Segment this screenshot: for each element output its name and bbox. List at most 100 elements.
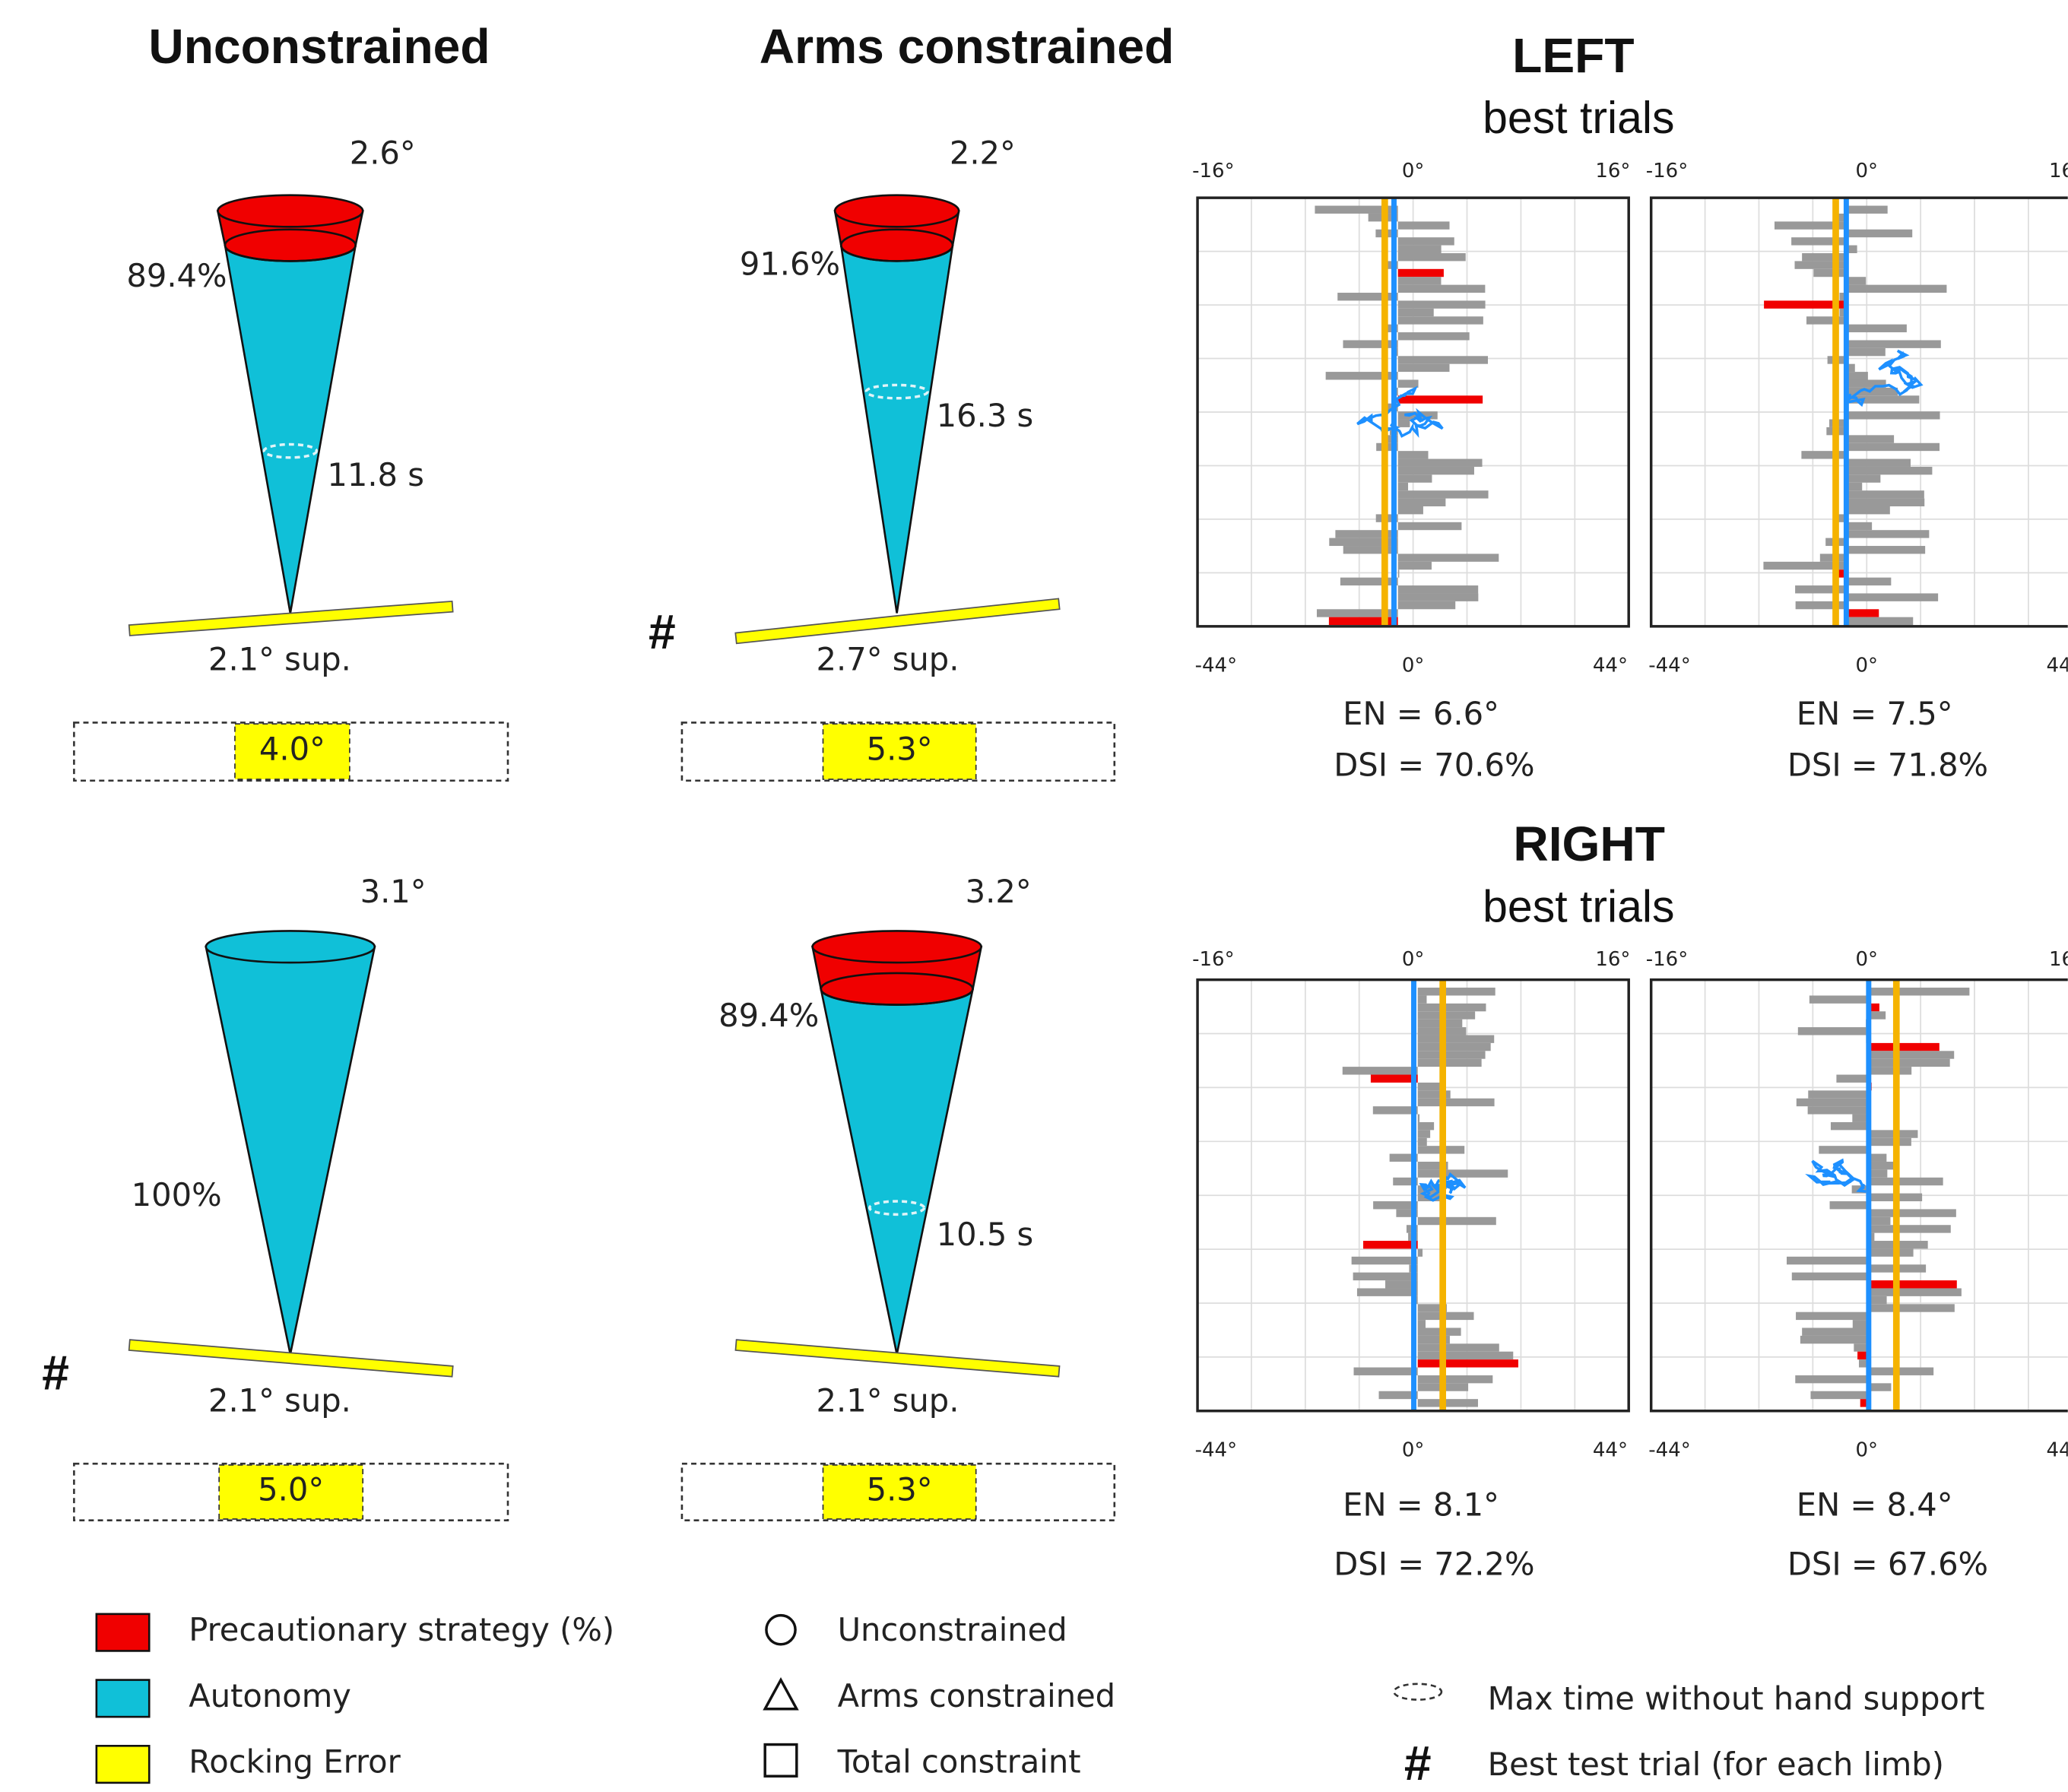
sway-bar bbox=[1846, 230, 1912, 237]
sway-bar bbox=[1398, 467, 1474, 474]
sway-bar bbox=[1398, 522, 1462, 530]
sway-bar bbox=[1792, 1273, 1869, 1280]
autonomy-percent: 100% bbox=[132, 1176, 222, 1213]
sway-bar bbox=[1398, 593, 1479, 601]
sway-bar bbox=[1418, 1051, 1486, 1058]
sway-bar bbox=[1418, 1011, 1475, 1019]
cone-top bbox=[217, 195, 363, 227]
sway-bar bbox=[1810, 1391, 1868, 1399]
sway-bar bbox=[1869, 1051, 1954, 1058]
bottom-tick: -44° bbox=[1195, 654, 1237, 677]
sway-bar bbox=[1846, 490, 1924, 498]
sway-bar bbox=[1846, 372, 1868, 379]
sway-bar bbox=[1398, 562, 1432, 569]
legend-label: Precautionary strategy (%) bbox=[189, 1611, 614, 1648]
sway-bar bbox=[1373, 1201, 1418, 1209]
sway-bar bbox=[1418, 1122, 1434, 1130]
dsi-value: DSI = 71.8% bbox=[1787, 746, 1988, 783]
sway-bar bbox=[1806, 316, 1846, 324]
column-header: Unconstrained bbox=[148, 19, 490, 74]
precaution-bar bbox=[1398, 395, 1483, 403]
sway-bar bbox=[1795, 1375, 1869, 1383]
sway-bar bbox=[1846, 277, 1866, 284]
autonomy-percent: 89.4% bbox=[718, 997, 819, 1034]
top-tick: 16° bbox=[1595, 948, 1630, 971]
bottom-tick: 0° bbox=[1402, 1438, 1425, 1461]
sway-bar bbox=[1418, 1130, 1430, 1137]
sway-bar bbox=[1398, 451, 1429, 458]
sway-bar bbox=[1869, 1178, 1943, 1185]
sway-bar bbox=[1802, 253, 1846, 261]
sway-bar bbox=[1808, 1106, 1869, 1114]
sway-bar bbox=[1808, 1090, 1869, 1098]
sway-bar bbox=[1418, 1059, 1482, 1067]
sway-bar bbox=[1869, 1059, 1950, 1067]
sway-bar bbox=[1869, 1248, 1914, 1256]
sway-bar bbox=[1418, 1035, 1495, 1042]
sway-bar bbox=[1357, 1288, 1418, 1296]
sway-bar bbox=[1846, 474, 1880, 482]
sway-bar bbox=[1869, 1138, 1911, 1146]
legend-label: Rocking Error bbox=[189, 1743, 401, 1781]
tilt-label: 2.1° sup. bbox=[208, 1381, 351, 1419]
max-time: 16.3 s bbox=[937, 397, 1034, 434]
legend-ellipse bbox=[1394, 1684, 1441, 1700]
sway-bar bbox=[1846, 578, 1891, 585]
dsi-value: DSI = 70.6% bbox=[1334, 746, 1534, 783]
bottom-tick: 44° bbox=[2046, 654, 2068, 677]
sway-bar bbox=[1353, 1368, 1417, 1375]
sway-bar bbox=[1398, 585, 1479, 593]
sway-bar bbox=[1398, 277, 1442, 284]
autonomy-percent: 91.6% bbox=[740, 245, 840, 282]
sway-bar bbox=[1787, 1257, 1869, 1264]
en-value: EN = 7.5° bbox=[1797, 695, 1953, 732]
sway-bar bbox=[1846, 522, 1872, 530]
sway-bar bbox=[1398, 364, 1450, 372]
sway-bar bbox=[1398, 246, 1442, 253]
legend-label: Best test trial (for each limb) bbox=[1488, 1746, 1944, 1783]
top-tick: -16° bbox=[1646, 160, 1688, 182]
sway-bar bbox=[1800, 1336, 1869, 1343]
sway-bar bbox=[1373, 1106, 1418, 1114]
bottom-tick: 44° bbox=[1593, 1438, 1628, 1461]
top-angle: 2.2° bbox=[950, 135, 1016, 172]
sway-bar bbox=[1846, 530, 1929, 538]
precaution-bar bbox=[1398, 269, 1444, 277]
cone-top bbox=[835, 195, 959, 227]
sway-bar bbox=[1869, 1368, 1933, 1375]
sway-bar bbox=[1869, 1154, 1886, 1162]
tilt-label: 2.1° sup. bbox=[208, 641, 351, 678]
sway-bar bbox=[1846, 443, 1940, 451]
sway-bar bbox=[1335, 530, 1397, 538]
sway-bar bbox=[1819, 1146, 1869, 1153]
sway-bar bbox=[1418, 1169, 1508, 1177]
sway-bar bbox=[1418, 1375, 1493, 1383]
sway-bar bbox=[1869, 1225, 1951, 1232]
sway-bar bbox=[1343, 340, 1397, 347]
legend-swatch bbox=[97, 1746, 149, 1783]
sway-bar bbox=[1398, 221, 1450, 229]
sway-bar bbox=[1802, 1328, 1869, 1336]
sway-bar bbox=[1418, 1320, 1426, 1327]
en-value: EN = 6.6° bbox=[1343, 695, 1499, 732]
precaution-bar bbox=[1846, 609, 1879, 617]
sway-bar bbox=[1398, 601, 1456, 609]
top-tick: 0° bbox=[1402, 160, 1425, 182]
sway-bar bbox=[1340, 578, 1398, 585]
top-tick: 16° bbox=[1595, 160, 1630, 182]
sway-bar bbox=[1869, 988, 1970, 995]
bottom-tick: 0° bbox=[1855, 654, 1878, 677]
legend-label: Unconstrained bbox=[838, 1611, 1067, 1648]
cone-top bbox=[813, 931, 982, 963]
sway-bar bbox=[1846, 411, 1940, 419]
sway-bar bbox=[1398, 569, 1400, 577]
sway-bar bbox=[1846, 285, 1946, 293]
en-value: EN = 8.1° bbox=[1343, 1486, 1499, 1523]
sway-bar bbox=[1796, 1312, 1869, 1320]
max-time: 10.5 s bbox=[937, 1216, 1034, 1253]
sway-bar bbox=[1810, 995, 1869, 1003]
max-time: 11.8 s bbox=[327, 456, 424, 493]
top-angle: 3.1° bbox=[360, 873, 427, 910]
sway-bar bbox=[1418, 1328, 1461, 1336]
cone-autonomy bbox=[206, 947, 375, 1354]
